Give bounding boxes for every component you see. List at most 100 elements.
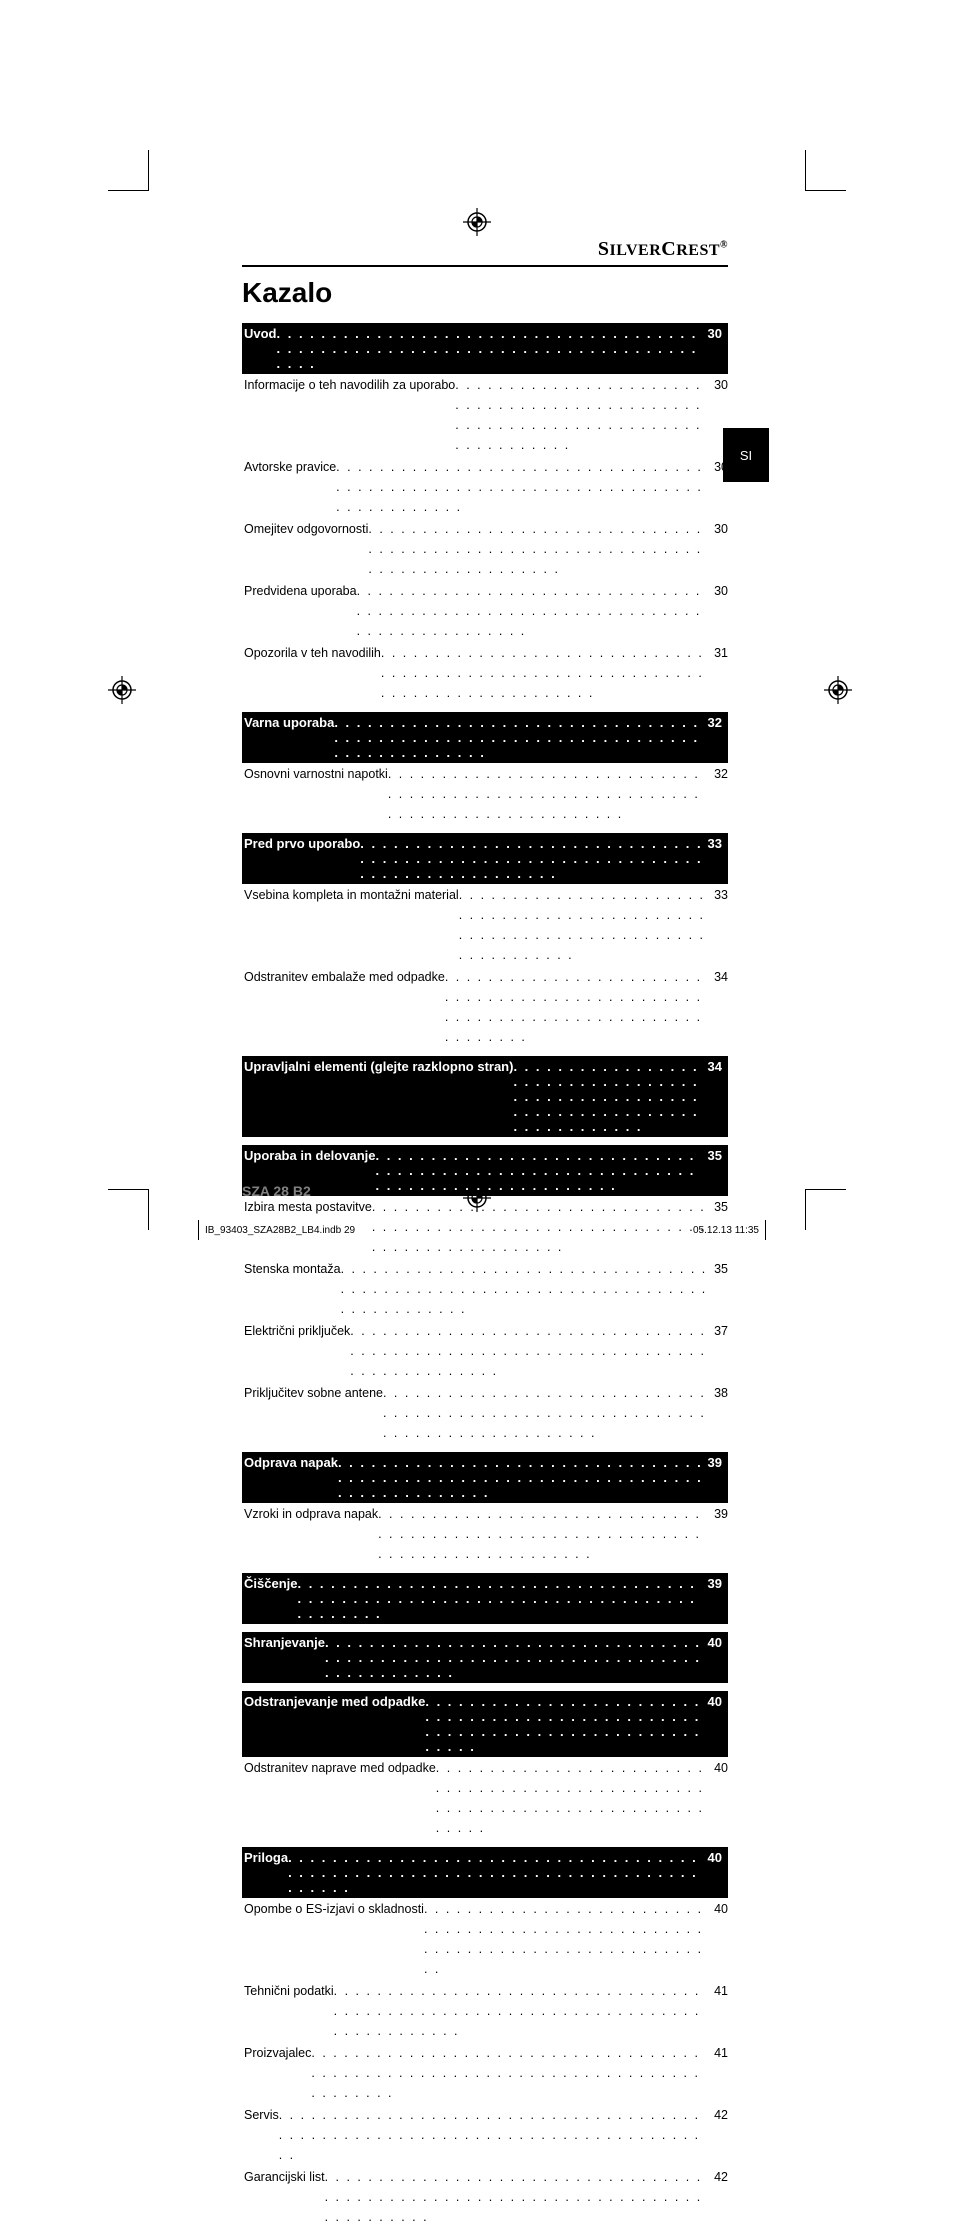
toc-entry-page: 31 (710, 643, 728, 703)
toc-entry-page: 30 (710, 375, 728, 455)
toc-entry-label: Opozorila v teh navodilih (244, 643, 381, 703)
toc-entry-label: Tehnični podatki (244, 1981, 334, 2041)
toc-entry: Odstranitev naprave med odpadke . . . . … (242, 1757, 728, 1839)
toc-section-head: Odprava napak . . . . . . . . . . . . . … (242, 1452, 728, 1503)
toc-entry-label: Odstranitev embalaže med odpadke (244, 967, 445, 1047)
toc-entry-page: 42 (710, 2167, 728, 2227)
toc-dot-leader: . . . . . . . . . . . . . . . . . . . . … (334, 1981, 710, 2041)
toc-dot-leader: . . . . . . . . . . . . . . . . . . . . … (436, 1758, 710, 1838)
toc-head-page: 40 (704, 1635, 722, 1680)
toc-head-page: 30 (704, 326, 722, 371)
registration-mark-left (108, 676, 136, 704)
toc-dot-leader: . . . . . . . . . . . . . . . . . . . . … (334, 715, 703, 760)
toc-dot-leader: . . . . . . . . . . . . . . . . . . . . … (341, 1259, 711, 1319)
toc-entry: Priključitev sobne antene . . . . . . . … (242, 1382, 728, 1444)
toc-entry-label: Garancijski list (244, 2167, 325, 2227)
registration-mark-right (824, 676, 852, 704)
toc-head-page: 33 (704, 836, 722, 881)
toc-dot-leader: . . . . . . . . . . . . . . . . . . . . … (297, 1576, 703, 1621)
brand-row: SILVERCREST® (242, 238, 728, 261)
toc-entry-page: 40 (710, 1758, 728, 1838)
toc-entry: Garancijski list . . . . . . . . . . . .… (242, 2166, 728, 2228)
toc-entry-label: Stenska montaža (244, 1259, 341, 1319)
toc-entry-page: 35 (710, 1259, 728, 1319)
toc-entry: Vzroki in odprava napak . . . . . . . . … (242, 1503, 728, 1565)
toc-entry-page: 38 (710, 1383, 728, 1443)
toc-entry: Omejitev odgovornosti . . . . . . . . . … (242, 518, 728, 580)
toc-entry-page: 39 (710, 1504, 728, 1564)
toc-entry: Električni priključek . . . . . . . . . … (242, 1320, 728, 1382)
toc-entry-label: Omejitev odgovornosti (244, 519, 368, 579)
toc-section-head: Varna uporaba . . . . . . . . . . . . . … (242, 712, 728, 763)
brand-logo: SILVERCREST® (598, 238, 728, 260)
brand-trademark: ® (720, 239, 728, 250)
toc-dot-leader: . . . . . . . . . . . . . . . . . . . . … (277, 326, 704, 371)
toc-entry: Odstranitev embalaže med odpadke . . . .… (242, 966, 728, 1048)
toc-dot-leader: . . . . . . . . . . . . . . . . . . . . … (338, 1455, 704, 1500)
toc-section-head: Shranjevanje . . . . . . . . . . . . . .… (242, 1632, 728, 1683)
registration-mark-top (463, 208, 491, 236)
toc-head-label: Uvod (244, 326, 277, 371)
toc-entry: Servis . . . . . . . . . . . . . . . . .… (242, 2104, 728, 2166)
toc-head-label: Pred prvo uporabo (244, 836, 360, 881)
toc-entry-label: Električni priključek (244, 1321, 350, 1381)
toc-dot-leader: . . . . . . . . . . . . . . . . . . . . … (350, 1321, 710, 1381)
print-file-name: IB_93403_SZA28B2_LB4.indb 29 (198, 1220, 355, 1240)
toc-dot-leader: . . . . . . . . . . . . . . . . . . . . … (288, 1850, 703, 1895)
toc-dot-leader: . . . . . . . . . . . . . . . . . . . . … (459, 885, 710, 965)
toc-entry-page: 33 (710, 885, 728, 965)
toc-entry-page: 41 (710, 2043, 728, 2103)
toc-entry-label: Proizvajalec (244, 2043, 311, 2103)
toc-entry-label: Informacije o teh navodilih za uporabo (244, 375, 455, 455)
footer-page-number: 29 (711, 1183, 728, 1200)
toc-head-page: 39 (704, 1455, 722, 1500)
crop-mark-tr (805, 150, 846, 191)
toc-head-page: 40 (704, 1850, 722, 1895)
toc-entry: Stenska montaža . . . . . . . . . . . . … (242, 1258, 728, 1320)
toc-entry-label: Avtorske pravice (244, 457, 336, 517)
crop-mark-bl (108, 1189, 149, 1230)
toc-head-label: Varna uporaba (244, 715, 334, 760)
toc-dot-leader: . . . . . . . . . . . . . . . . . . . . … (383, 1383, 710, 1443)
crop-mark-br (805, 1189, 846, 1230)
toc-entry: Proizvajalec . . . . . . . . . . . . . .… (242, 2042, 728, 2104)
toc-head-label: Shranjevanje (244, 1635, 325, 1680)
language-tab: SI (723, 428, 769, 482)
toc-entry-page: 30 (710, 457, 728, 517)
toc-dot-leader: . . . . . . . . . . . . . . . . . . . . … (455, 375, 710, 455)
toc-head-label: Čiščenje (244, 1576, 297, 1621)
toc-entry-page: 37 (710, 1321, 728, 1381)
toc-entry: Opombe o ES-izjavi o skladnosti . . . . … (242, 1898, 728, 1980)
toc-dot-leader: . . . . . . . . . . . . . . . . . . . . … (360, 836, 703, 881)
toc-entry-label: Odstranitev naprave med odpadke (244, 1758, 436, 1838)
toc-section-head: Odstranjevanje med odpadke . . . . . . .… (242, 1691, 728, 1757)
toc-dot-leader: . . . . . . . . . . . . . . . . . . . . … (425, 1694, 703, 1754)
toc-head-label: Odprava napak (244, 1455, 338, 1500)
toc-entry-page: 30 (710, 581, 728, 641)
toc-dot-leader: . . . . . . . . . . . . . . . . . . . . … (445, 967, 710, 1047)
toc-entry: Predvidena uporaba . . . . . . . . . . .… (242, 580, 728, 642)
print-timestamp: 05.12.13 11:35 (693, 1220, 766, 1240)
toc-entry: Vsebina kompleta in montažni material . … (242, 884, 728, 966)
toc-dot-leader: . . . . . . . . . . . . . . . . . . . . … (311, 2043, 710, 2103)
toc-entry-label: Vzroki in odprava napak (244, 1504, 378, 1564)
print-job-info: IB_93403_SZA28B2_LB4.indb 29 05.12.13 11… (198, 1220, 766, 1240)
toc-dot-leader: . . . . . . . . . . . . . . . . . . . . … (336, 457, 710, 517)
toc-entry: Tehnični podatki . . . . . . . . . . . .… (242, 1980, 728, 2042)
toc-dot-leader: . . . . . . . . . . . . . . . . . . . . … (325, 1635, 704, 1680)
toc-entry-page: 34 (710, 967, 728, 1047)
toc-section-head: Čiščenje . . . . . . . . . . . . . . . .… (242, 1573, 728, 1624)
toc-section-head: Upravljalni elementi (glejte razklopno s… (242, 1056, 728, 1137)
toc-entry-page: 32 (710, 764, 728, 824)
toc-dot-leader: . . . . . . . . . . . . . . . . . . . . … (424, 1899, 710, 1979)
toc-head-label: Priloga (244, 1850, 288, 1895)
toc-dot-leader: . . . . . . . . . . . . . . . . . . . . … (279, 2105, 710, 2165)
toc-dot-leader: . . . . . . . . . . . . . . . . . . . . … (325, 2167, 711, 2227)
toc-entry: Opozorila v teh navodilih . . . . . . . … (242, 642, 728, 704)
toc-head-page: 34 (704, 1059, 722, 1134)
toc-entry-label: Opombe o ES-izjavi o skladnosti (244, 1899, 424, 1979)
toc-entry-label: Servis (244, 2105, 279, 2165)
page-title: Kazalo (242, 277, 728, 309)
toc-entry-label: Predvidena uporaba (244, 581, 357, 641)
toc-dot-leader: . . . . . . . . . . . . . . . . . . . . … (378, 1504, 710, 1564)
